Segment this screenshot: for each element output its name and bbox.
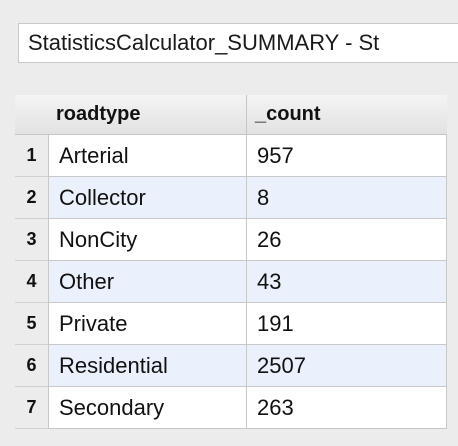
count-cell[interactable]: 8: [247, 177, 447, 219]
roadtype-cell[interactable]: NonCity: [48, 219, 247, 261]
table-row[interactable]: 4 Other 43: [15, 261, 447, 303]
results-table: roadtype _count 1 Arterial 957 2 Collect…: [15, 95, 447, 429]
table-header-row: roadtype _count: [15, 95, 447, 135]
count-cell[interactable]: 957: [247, 135, 447, 177]
row-index-header: [15, 95, 48, 134]
column-header-roadtype[interactable]: roadtype: [48, 95, 247, 134]
count-cell[interactable]: 2507: [247, 345, 447, 387]
count-cell[interactable]: 191: [247, 303, 447, 345]
roadtype-cell[interactable]: Private: [48, 303, 247, 345]
row-index: 2: [15, 177, 48, 219]
table-row[interactable]: 1 Arterial 957: [15, 135, 447, 177]
roadtype-cell[interactable]: Residential: [48, 345, 247, 387]
column-header-count[interactable]: _count: [255, 103, 321, 125]
count-cell[interactable]: 26: [247, 219, 447, 261]
roadtype-cell[interactable]: Arterial: [48, 135, 247, 177]
table-row[interactable]: 6 Residential 2507: [15, 345, 447, 387]
window-title-field: StatisticsCalculator_SUMMARY - St: [18, 23, 458, 63]
table-row[interactable]: 2 Collector 8: [15, 177, 447, 219]
row-index: 3: [15, 219, 48, 261]
row-index: 7: [15, 387, 48, 429]
roadtype-cell[interactable]: Other: [48, 261, 247, 303]
row-index: 6: [15, 345, 48, 387]
roadtype-cell[interactable]: Collector: [48, 177, 247, 219]
row-index: 4: [15, 261, 48, 303]
table-row[interactable]: 5 Private 191: [15, 303, 447, 345]
roadtype-cell[interactable]: Secondary: [48, 387, 247, 429]
row-index: 1: [15, 135, 48, 177]
table-row[interactable]: 7 Secondary 263: [15, 387, 447, 429]
row-index: 5: [15, 303, 48, 345]
count-cell[interactable]: 43: [247, 261, 447, 303]
table-row[interactable]: 3 NonCity 26: [15, 219, 447, 261]
count-cell[interactable]: 263: [247, 387, 447, 429]
